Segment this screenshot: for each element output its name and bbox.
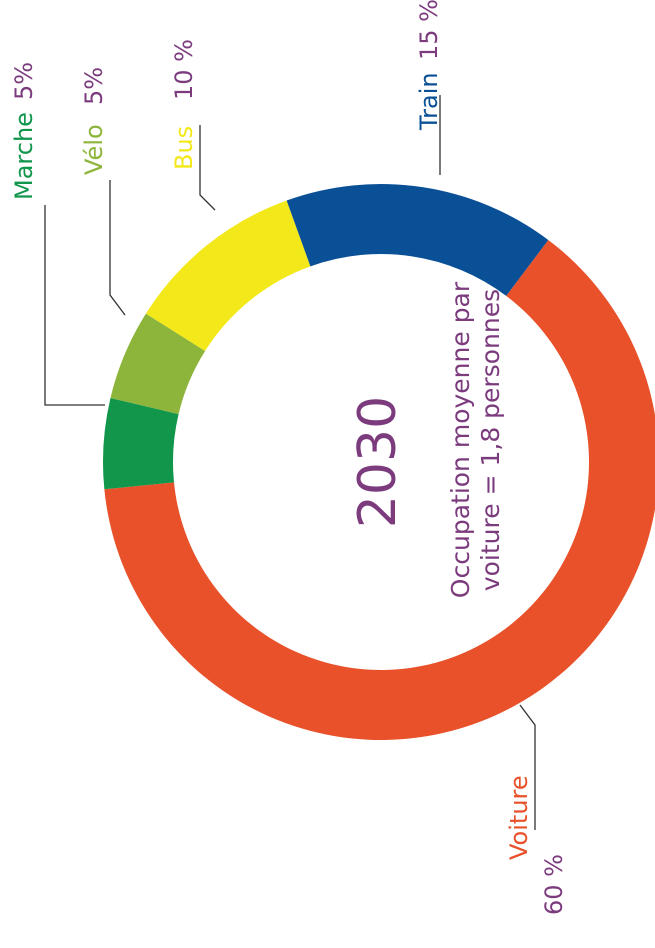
leader-line xyxy=(519,704,536,830)
leader-line xyxy=(44,205,105,406)
chart-body: 2030 Occupation moyenne par voiture = 1,… xyxy=(10,0,655,915)
value-label: 10 % xyxy=(170,39,198,100)
legend-label: Bus xyxy=(170,126,198,170)
slice xyxy=(110,313,206,415)
slice xyxy=(145,200,311,351)
leader-line xyxy=(199,125,216,211)
annotation: voiture = 1,8 personnes xyxy=(476,289,505,591)
value-label: 15 % xyxy=(415,0,443,60)
slice xyxy=(286,183,549,296)
annotation: Occupation moyenne par xyxy=(446,281,475,598)
value-label: 5% xyxy=(10,62,38,100)
legend-label: Vélo xyxy=(80,124,108,175)
legend-label: Marche xyxy=(10,112,38,200)
leader-line xyxy=(109,180,126,316)
legend-label: Voiture xyxy=(505,775,533,860)
slice xyxy=(103,397,179,490)
legend-label: Train xyxy=(415,72,443,131)
value-label: 5% xyxy=(80,67,108,105)
value-label: 60 % xyxy=(540,854,568,915)
center-title: 2030 xyxy=(348,396,408,528)
